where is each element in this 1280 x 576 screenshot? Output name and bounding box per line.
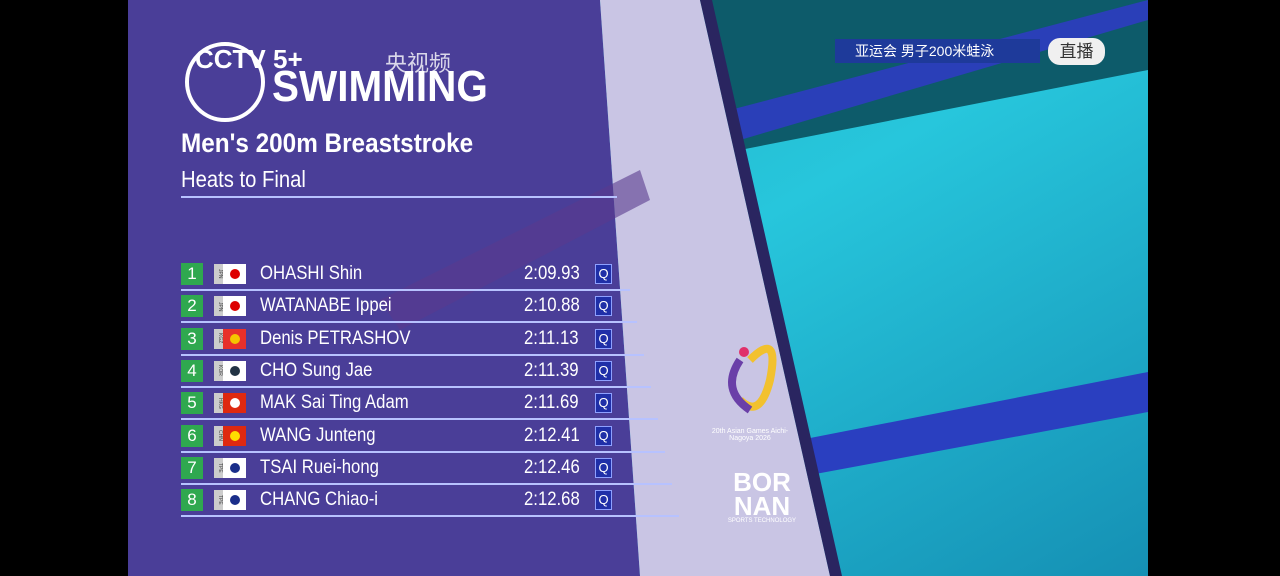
flag-emblem [230,430,240,441]
flag-emblem [230,398,240,409]
stripe [600,0,830,576]
row-rule [181,321,637,324]
rank: 2 [181,295,203,318]
result-time: 2:11.39 [524,359,579,381]
country-code: KOR [214,360,223,381]
channel: CCTV 5+ [195,44,303,74]
games-logo [739,347,749,357]
rank: 4 [181,359,203,382]
result-time: 2:10.88 [524,295,580,317]
rank: 1 [181,263,203,285]
athlete-name: WANG Junteng [260,424,376,446]
qualified: Q [595,264,612,284]
letterbox [1148,0,1280,576]
qualified: Q [595,296,612,317]
flag: CHN [214,425,246,446]
letterbox [0,0,128,576]
lane-rope [730,0,1148,140]
result-time: 2:09.93 [524,263,580,284]
qualified: Q [595,425,612,446]
flag: TPE [214,490,246,511]
athlete-name: Denis PETRASHOV [260,327,411,349]
result-time: 2:12.46 [524,456,580,478]
brand: BOR NAN [733,467,791,521]
lane-rope [800,372,1148,475]
qualified: Q [595,360,612,381]
qualified: Q [595,393,612,414]
rank: 5 [181,392,203,415]
logo-ring [185,42,265,122]
rank: 3 [181,327,203,350]
flag-emblem [230,462,240,473]
games-logo [728,357,753,414]
flag-emblem [230,365,240,376]
country-code: TPE [214,457,223,478]
brand-sub: SPORTS TECHNOLOGY [727,518,797,524]
event-subtitle: Heats to Final [181,166,306,192]
result-time: 2:12.41 [524,424,580,446]
flag: KGZ [214,328,246,349]
result-time: 2:11.13 [524,327,579,349]
stripe-edge [700,0,842,576]
row-rule [181,353,644,356]
live-badge: 直播 [1048,38,1105,65]
athlete-name: CHO Sung Jae [260,359,373,381]
country-code: CHN [214,425,223,446]
result-time: 2:11.69 [524,392,579,414]
flag: KOR [214,360,246,381]
rank: 8 [181,489,203,512]
flag: JPN [214,296,246,317]
app-logo: 央视频 [385,51,452,76]
row-rule [181,482,672,485]
flag-emblem [230,495,240,506]
result-time: 2:12.68 [524,489,580,511]
athlete-name: MAK Sai Ting Adam [260,392,409,414]
qualified: Q [595,457,612,478]
games-name: 20th Asian Games Aichi-Nagoya 2026 [711,428,789,442]
qualified: Q [595,328,612,349]
event-tag: 亚运会 男子200米蛙泳 [835,39,1040,63]
row-rule [181,385,651,388]
athlete-name: TSAI Ruei-hong [260,456,379,478]
row-rule [181,289,630,291]
flag: TPE [214,457,246,478]
sport: SWIMMING [272,62,488,111]
athlete-name: WATANABE Ippei [260,295,392,317]
rank: 6 [181,424,203,447]
country-code: JPN [214,264,223,284]
event-title: Men's 200m Breaststroke [181,128,474,158]
country-code: TPE [214,490,223,511]
flag-emblem [230,269,240,279]
country-code: JPN [214,296,223,317]
flag-emblem [230,333,240,344]
header-rule [181,196,617,198]
flag: HKG [214,393,246,414]
panel [128,0,640,576]
rank: 7 [181,456,203,479]
row-rule [181,418,658,421]
athlete-name: OHASHI Shin [260,263,363,284]
flag: JPN [214,264,246,284]
country-code: HKG [214,393,223,414]
row-rule [181,450,665,453]
row-rule [181,515,679,518]
athlete-name: CHANG Chiao-i [260,489,379,511]
country-code: KGZ [214,328,223,349]
flag-emblem [230,301,240,312]
qualified: Q [595,490,612,511]
